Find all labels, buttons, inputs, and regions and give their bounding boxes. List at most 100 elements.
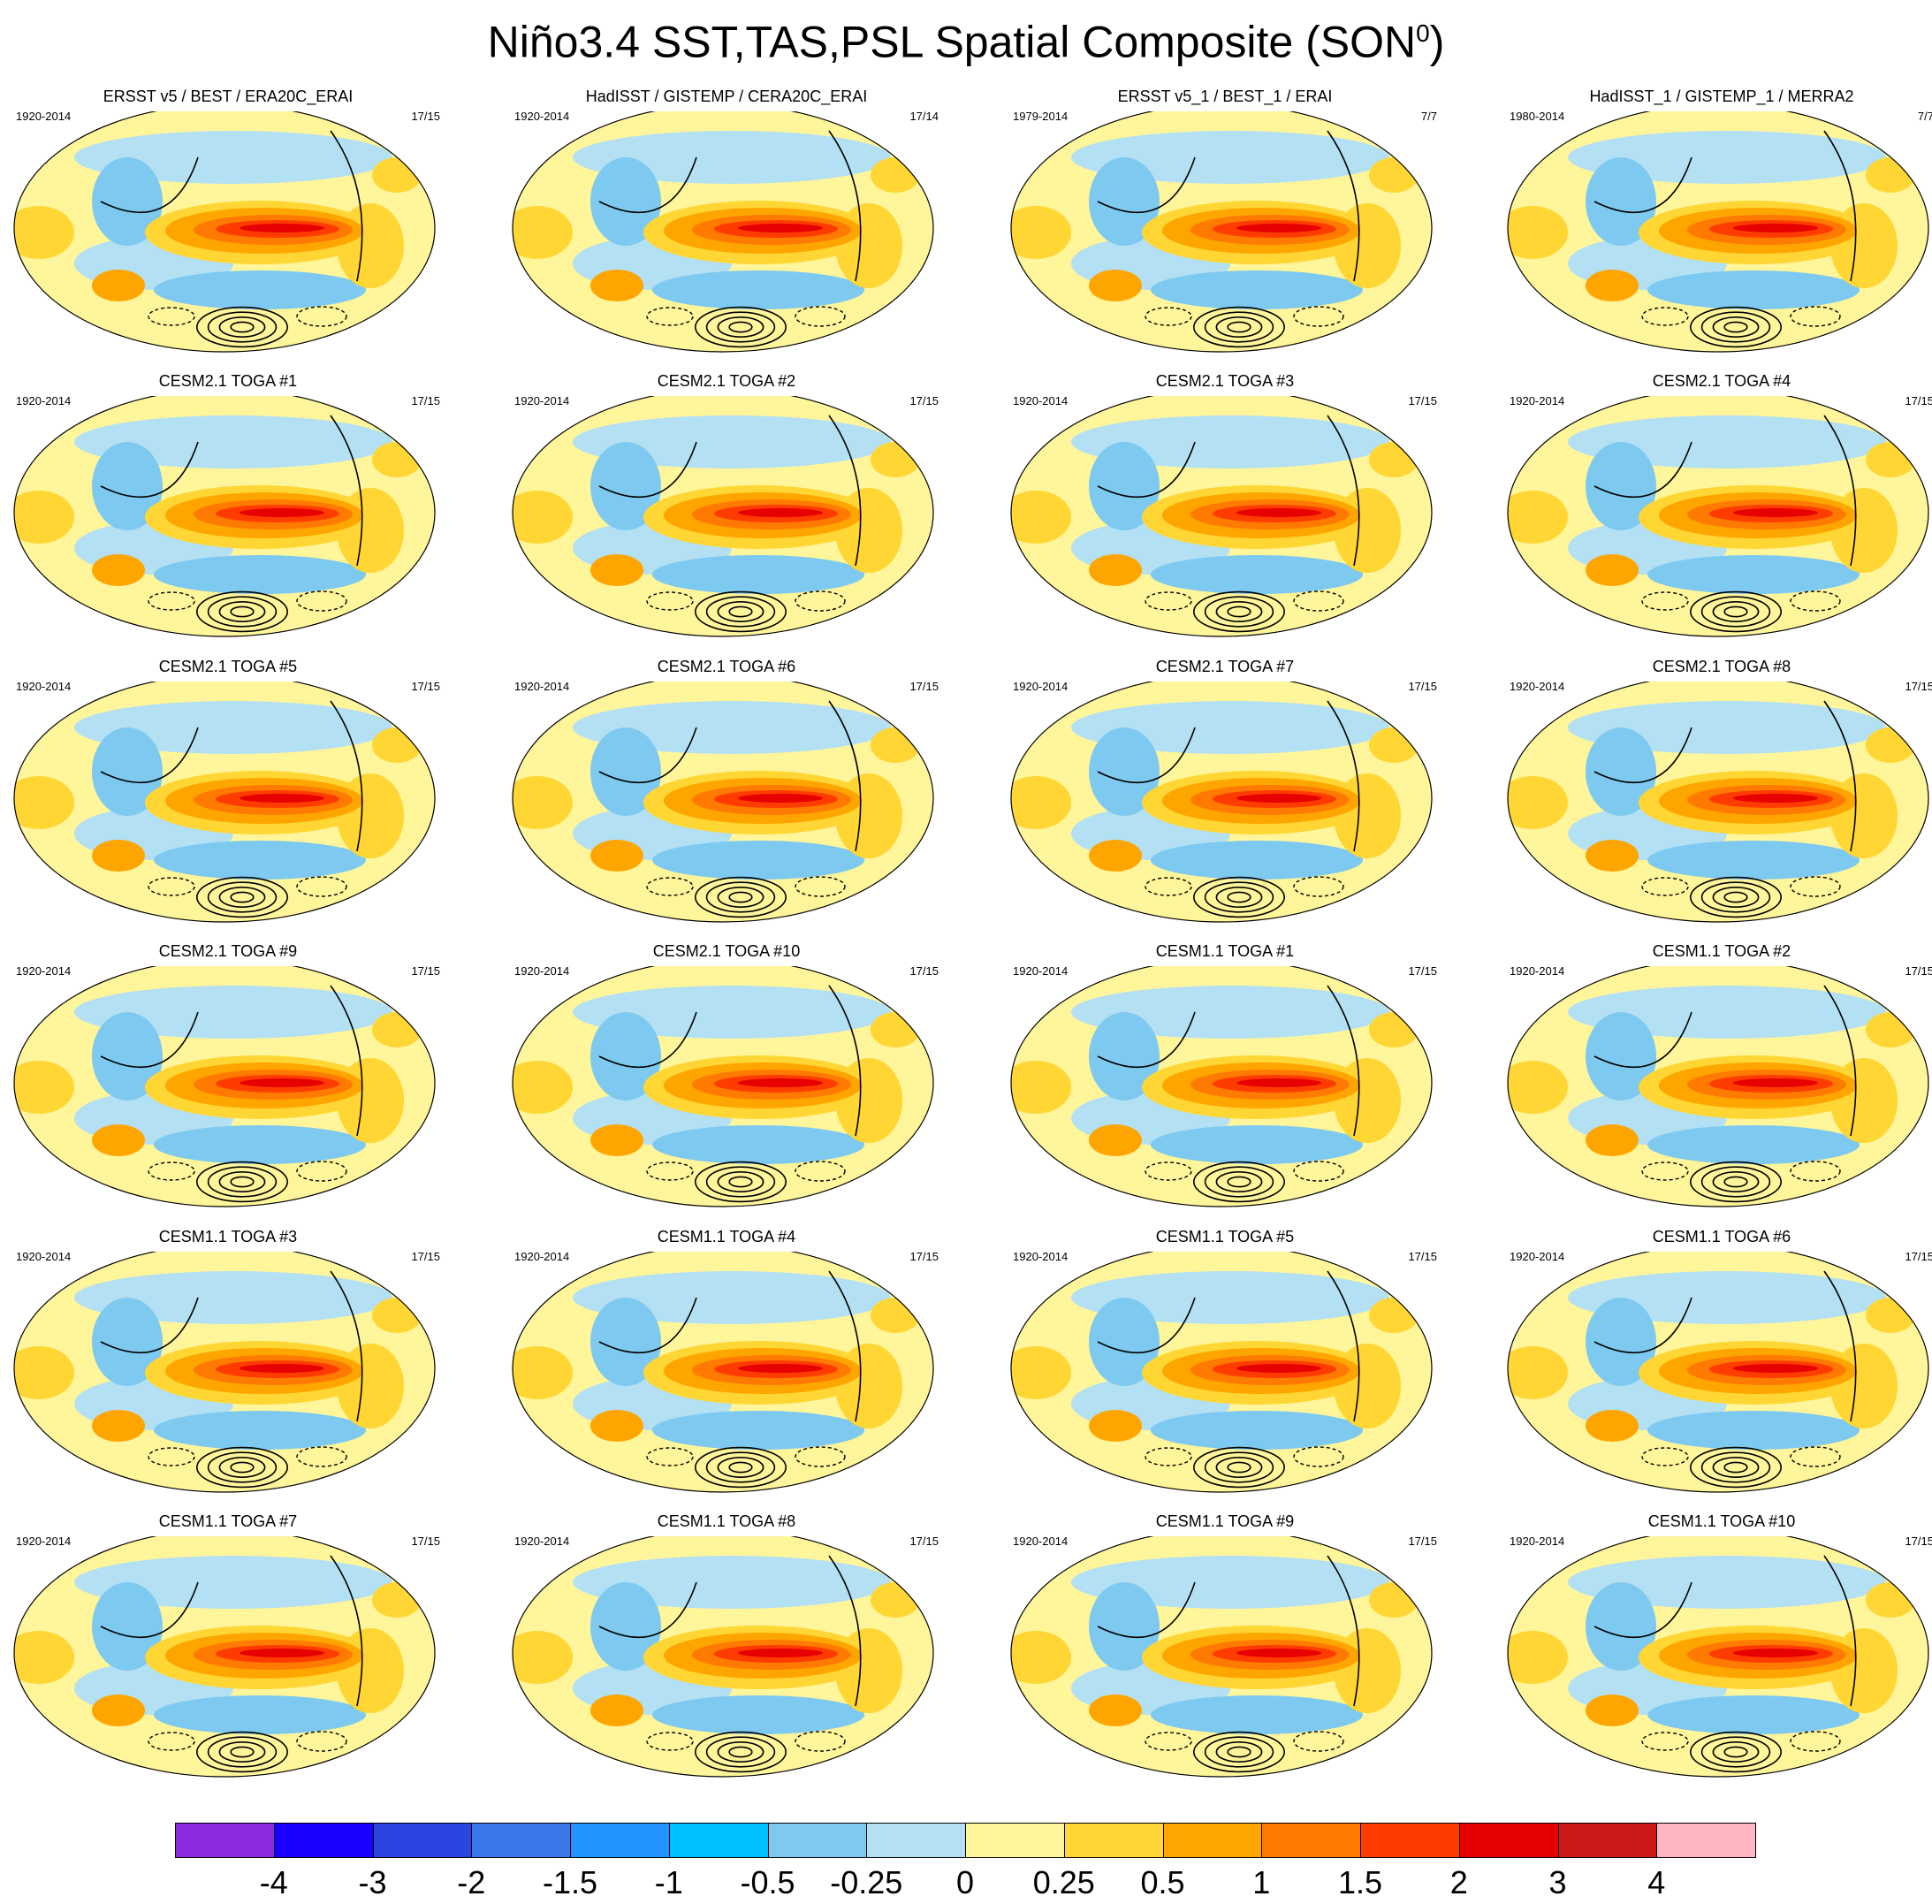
panel-count: 17/15 (909, 680, 939, 693)
globe-map (1507, 966, 1929, 1207)
colorbar-label: 1.5 (1337, 1864, 1383, 1900)
panel-years: 1920-2014 (514, 964, 570, 978)
panel-years: 1920-2014 (514, 394, 570, 407)
panel-count: 17/15 (1905, 964, 1932, 978)
colorbar-box (1656, 1823, 1756, 1858)
map-panel: CESM1.1 TOGA #9 1920-2014 17/15 (1004, 1512, 1446, 1794)
panel-title: CESM1.1 TOGA #2 (1652, 942, 1791, 960)
colorbar-box (372, 1823, 473, 1858)
panel-years: 1920-2014 (16, 1535, 72, 1548)
colorbar-label: -2 (457, 1864, 486, 1900)
colorbar-label: -0.25 (830, 1864, 903, 1900)
panel-count: 17/14 (909, 110, 939, 123)
panel-title: CESM2.1 TOGA #10 (652, 942, 801, 960)
panel-years: 1979-2014 (1013, 110, 1069, 123)
map-panel: CESM1.1 TOGA #8 1920-2014 17/15 (506, 1512, 947, 1794)
panel-years: 1920-2014 (514, 1250, 570, 1263)
colorbar-label: 0.25 (1032, 1864, 1095, 1900)
panel-title: CESM1.1 TOGA #4 (657, 1228, 796, 1245)
panel-count: 17/15 (1408, 1535, 1437, 1548)
panel-years: 1920-2014 (514, 1535, 570, 1548)
map-panel: CESM2.1 TOGA #1 1920-2014 17/15 (7, 371, 449, 654)
globe-map (1010, 682, 1433, 923)
map-panel: CESM1.1 TOGA #4 1920-2014 17/15 (506, 1227, 947, 1510)
panel-title: CESM2.1 TOGA #4 (1652, 372, 1791, 390)
panel-count: 17/15 (1905, 680, 1932, 693)
panel-title: CESM2.1 TOGA #3 (1155, 372, 1295, 390)
colorbar-label: -1 (654, 1864, 683, 1900)
panel-years: 1920-2014 (1510, 680, 1565, 693)
globe-map (1010, 111, 1433, 353)
map-panel: CESM2.1 TOGA #4 1920-2014 17/15 (1501, 371, 1932, 654)
panel-count: 17/15 (411, 394, 440, 407)
colorbar-box (175, 1823, 275, 1858)
colorbar-label: -3 (358, 1864, 387, 1900)
map-panel: ERSST v5_1 / BEST_1 / ERAI 1979-2014 7/7 (1004, 87, 1446, 369)
map-panel: CESM2.1 TOGA #5 1920-2014 17/15 (7, 657, 449, 940)
colorbar-label: 0.5 (1140, 1864, 1185, 1900)
colorbar-label: 3 (1548, 1864, 1567, 1900)
map-panel: CESM1.1 TOGA #2 1920-2014 17/15 (1501, 941, 1932, 1224)
globe-map (13, 396, 436, 637)
panel-title: CESM1.1 TOGA #9 (1155, 1512, 1295, 1530)
globe-map (1507, 682, 1929, 923)
panel-count: 17/15 (1408, 1250, 1437, 1263)
panel-count: 17/15 (1408, 964, 1437, 978)
globe-map (512, 1536, 934, 1778)
panel-count: 17/15 (909, 394, 939, 407)
panel-title: CESM1.1 TOGA #7 (158, 1512, 298, 1530)
panel-years: 1920-2014 (1013, 964, 1069, 978)
panel-title: CESM1.1 TOGA #3 (158, 1228, 298, 1245)
panel-count: 7/7 (1420, 110, 1437, 123)
panel-years: 1920-2014 (1013, 680, 1069, 693)
map-panel: CESM2.1 TOGA #7 1920-2014 17/15 (1004, 657, 1446, 940)
colorbar-box (1261, 1823, 1361, 1858)
panel-title: CESM1.1 TOGA #1 (1155, 942, 1295, 960)
panel-title: CESM1.1 TOGA #10 (1647, 1512, 1796, 1530)
colorbar-label: 0 (955, 1864, 975, 1900)
colorbar-box (273, 1823, 374, 1858)
panel-years: 1920-2014 (16, 1250, 72, 1263)
panel-years: 1920-2014 (514, 680, 570, 693)
panel-title: CESM2.1 TOGA #8 (1652, 658, 1791, 675)
panel-title: ERSST v5_1 / BEST_1 / ERAI (1117, 88, 1333, 105)
globe-map (13, 111, 436, 353)
map-panel: ERSST v5 / BEST / ERA20C_ERAI 1920-2014 17… (7, 87, 449, 369)
map-panel: CESM2.1 TOGA #10 1920-2014 17/15 (506, 941, 947, 1224)
panel-years: 1920-2014 (1013, 1535, 1069, 1548)
panel-years: 1920-2014 (1510, 394, 1565, 407)
panel-title: CESM2.1 TOGA #2 (657, 372, 796, 390)
colorbar-label: 2 (1449, 1864, 1468, 1900)
panel-title: CESM1.1 TOGA #6 (1652, 1228, 1791, 1245)
colorbar-box (1557, 1823, 1658, 1858)
map-panel: CESM2.1 TOGA #8 1920-2014 17/15 (1501, 657, 1932, 940)
colorbar-box (1063, 1823, 1164, 1858)
panel-years: 1980-2014 (1510, 110, 1565, 123)
panel-count: 17/15 (1408, 394, 1437, 407)
panel-title: HadISST_1 / GISTEMP_1 / MERRA2 (1589, 88, 1854, 105)
panel-count: 17/15 (411, 1250, 440, 1263)
globe-map (13, 1252, 436, 1493)
panel-count: 17/15 (1408, 680, 1437, 693)
panel-count: 17/15 (909, 1250, 939, 1263)
colorbar-box (668, 1823, 769, 1858)
panel-title: ERSST v5 / BEST / ERA20C_ERAI (103, 88, 354, 105)
globe-map (1507, 396, 1929, 637)
panel-years: 1920-2014 (1013, 394, 1069, 407)
globe-map (1507, 1536, 1929, 1778)
globe-map (512, 111, 934, 353)
colorbar-label: -1.5 (542, 1864, 598, 1900)
globe-map (512, 1252, 934, 1493)
globe-map (13, 1536, 436, 1778)
panel-count: 17/15 (411, 110, 440, 123)
map-panel: HadISST / GISTEMP / CERA20C_ERAI 1920-201… (506, 87, 947, 369)
map-panel: CESM1.1 TOGA #5 1920-2014 17/15 (1004, 1227, 1446, 1510)
panel-years: 1920-2014 (1510, 1250, 1565, 1263)
colorbar-label: 4 (1647, 1864, 1666, 1900)
map-panel: CESM1.1 TOGA #10 1920-2014 17/15 (1501, 1512, 1932, 1794)
map-panel: CESM1.1 TOGA #6 1920-2014 17/15 (1501, 1227, 1932, 1510)
colorbar-label: -4 (259, 1864, 288, 1900)
panel-years: 1920-2014 (16, 680, 72, 693)
map-panel: CESM2.1 TOGA #3 1920-2014 17/15 (1004, 371, 1446, 654)
panel-count: 7/7 (1917, 110, 1932, 123)
